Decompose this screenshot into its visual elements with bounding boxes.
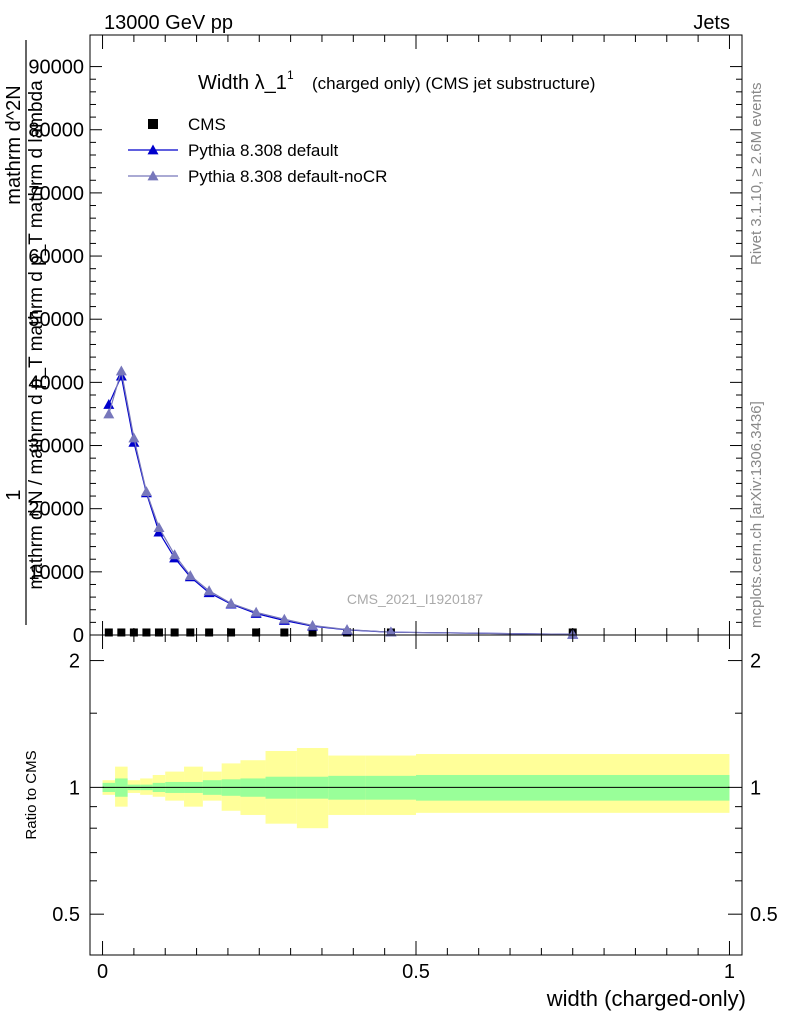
- data-point: [280, 628, 289, 637]
- main-ytick-label: 10000: [28, 562, 84, 584]
- main-ytick-label: 70000: [28, 183, 84, 205]
- chart-subtitle: (charged only) (CMS jet substructure): [312, 74, 595, 93]
- legend-label: Pythia 8.308 default: [188, 141, 339, 160]
- series-point: [278, 613, 290, 624]
- legend-marker-triangle: [147, 170, 159, 181]
- main-ytick-label: 40000: [28, 372, 84, 394]
- data-point: [205, 628, 214, 637]
- series-point: [225, 597, 237, 608]
- chart-title-sup: 1: [287, 68, 294, 82]
- series-point: [128, 432, 140, 443]
- ylabel-top: 1: [3, 489, 25, 500]
- chart-title: Width λ_11: [198, 68, 294, 94]
- main-ytick-label: 20000: [28, 499, 84, 521]
- ratio-ytick-label-right: 0.5: [750, 904, 778, 926]
- x-tick-label: 0.5: [402, 961, 430, 983]
- main-ytick-label: 60000: [28, 246, 84, 268]
- series-2: [103, 365, 579, 639]
- legend-marker-triangle: [147, 144, 159, 155]
- data-point: [170, 628, 179, 637]
- ratio-ytick-label: 0.5: [52, 904, 80, 926]
- data-point: [186, 628, 195, 637]
- data-point: [117, 628, 126, 637]
- series-line: [108, 374, 573, 635]
- series-point: [307, 620, 319, 630]
- header-right: Jets: [693, 12, 730, 34]
- mcplots-label: mcplots.cern.ch [arXiv:1306.3436]: [748, 401, 765, 628]
- main-ytick-label: 50000: [28, 309, 84, 331]
- series-point: [115, 365, 127, 376]
- ratio-panel: 0.5 0.5 1 1 2 2 0 0.5 1: [52, 634, 778, 983]
- ratio-ytick-label-right: 1: [750, 777, 761, 799]
- main-ytick-label: 80000: [28, 120, 84, 142]
- ylabel-denominator: mathrm d N / mathrm d p_T mathrm d p_T m…: [26, 80, 47, 590]
- series-point: [169, 549, 181, 560]
- data-point: [252, 628, 261, 637]
- series-point: [140, 486, 152, 497]
- data-point: [104, 628, 113, 637]
- ratio-ytick-label: 1: [69, 777, 80, 799]
- series-point: [385, 626, 397, 637]
- series-1: [103, 370, 579, 639]
- series-point: [203, 585, 215, 596]
- chart-title-main: Width λ_1: [198, 72, 287, 94]
- main-ytick-label: 30000: [28, 436, 84, 458]
- series-point: [103, 408, 115, 419]
- series-point: [341, 624, 353, 635]
- legend-marker-square: [148, 119, 158, 129]
- data-point: [142, 628, 151, 637]
- series-line: [108, 370, 573, 635]
- ylabel-numerator: mathrm d^2N: [3, 85, 25, 204]
- x-axis-label: width (charged-only): [546, 986, 746, 1011]
- legend-label: Pythia 8.308 default-noCR: [188, 167, 387, 186]
- main-panel: 0 10000 20000 30000 40000 50000 60000 70000 8000…: [28, 34, 743, 647]
- data-point: [154, 628, 163, 637]
- x-tick-label: 0: [97, 961, 108, 983]
- ratio-ytick-label: 2: [69, 651, 80, 673]
- ratio-ylabel: Ratio to CMS: [23, 750, 40, 839]
- main-ytick-label: 90000: [28, 57, 84, 79]
- ratio-ytick-label-right: 2: [750, 651, 761, 673]
- series-point: [115, 370, 127, 381]
- series-point: [184, 570, 196, 581]
- data-point: [308, 628, 317, 637]
- header-left: 13000 GeV pp: [104, 12, 233, 34]
- main-ylabel: 1 mathrm d^2N mathrm d N / mathrm d p_T …: [3, 40, 47, 625]
- rivet-label: Rivet 3.1.10, ≥ 2.6M events: [748, 83, 765, 266]
- legend-label: CMS: [188, 115, 226, 134]
- series-point: [153, 522, 165, 533]
- data-point: [227, 628, 236, 637]
- legend: CMS Pythia 8.308 default Pythia 8.308 defa…: [128, 115, 387, 186]
- watermark: CMS_2021_I1920187: [347, 591, 483, 607]
- x-tick-label: 1: [724, 961, 735, 983]
- series-point: [250, 606, 262, 617]
- main-ytick-label: 0: [73, 625, 84, 647]
